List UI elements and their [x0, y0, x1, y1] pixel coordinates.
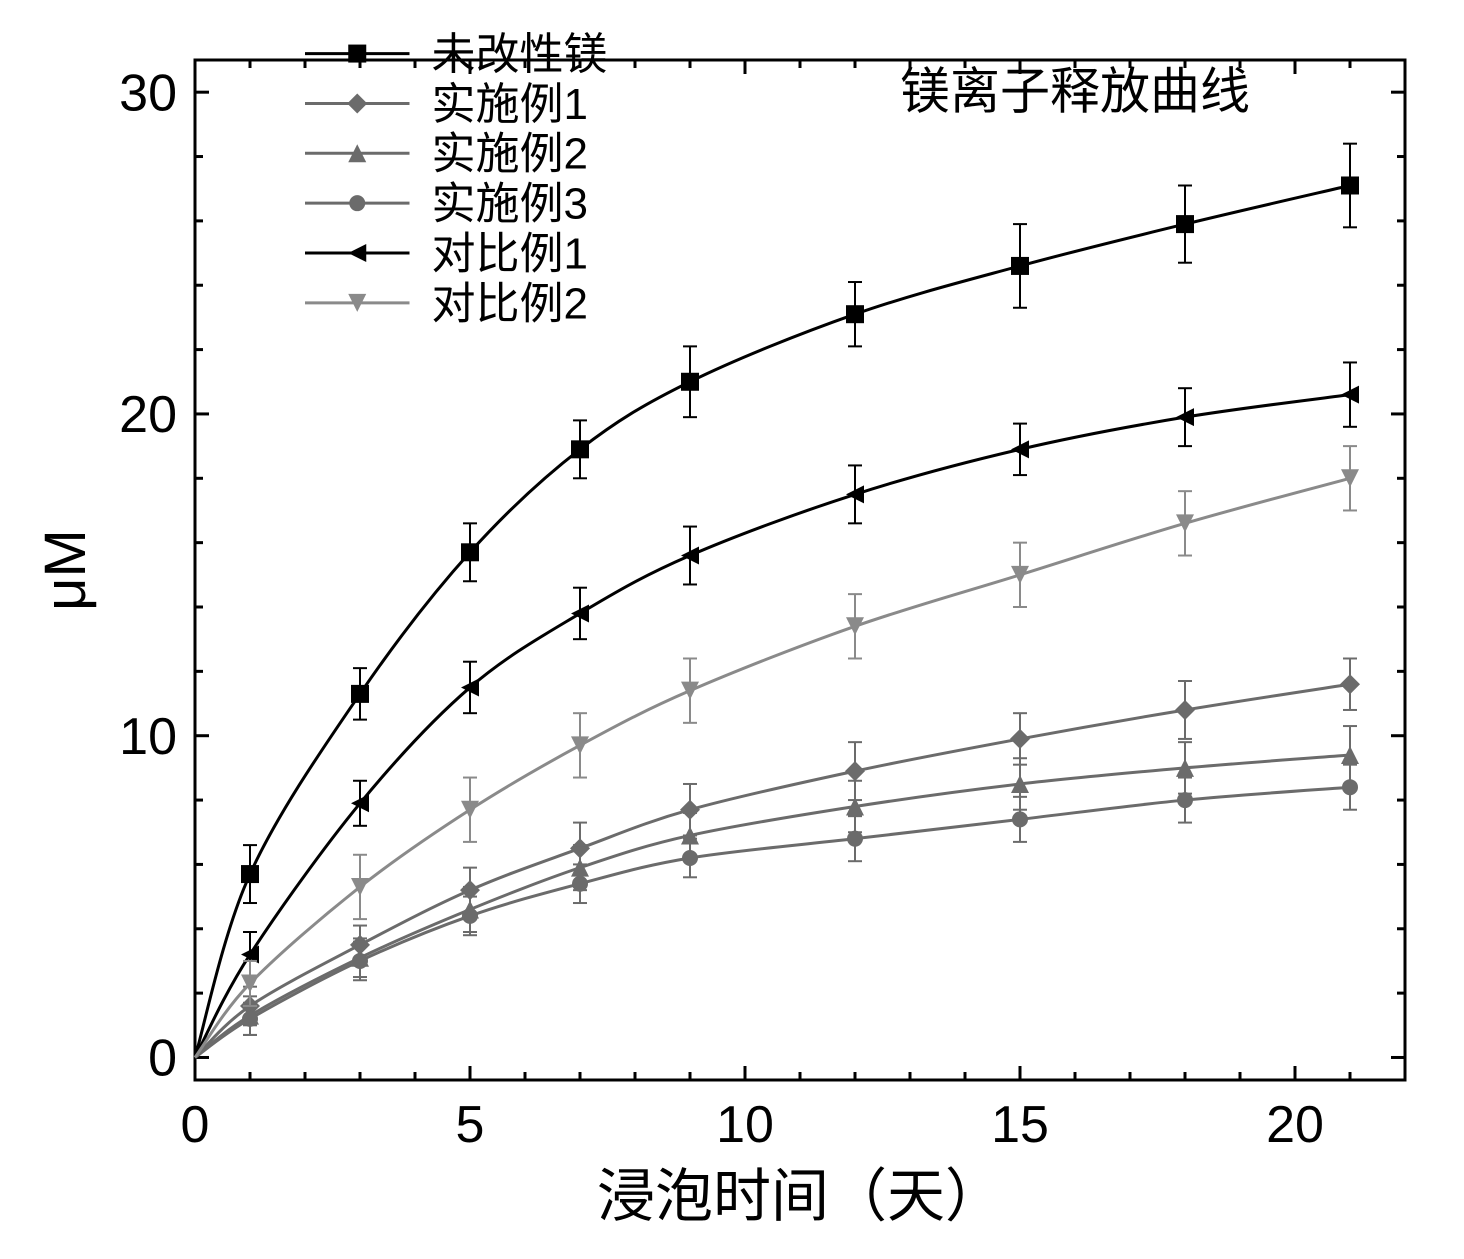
chart-title: 镁离子释放曲线 [900, 63, 1250, 119]
legend-label-3: 实施例3 [432, 180, 588, 229]
y-axis-label: μM [33, 529, 98, 611]
x-tick-label: 20 [1266, 1096, 1324, 1154]
legend-label-0: 未改性镁 [432, 30, 608, 79]
legend-label-2: 实施例2 [432, 130, 588, 179]
y-tick-label: 20 [119, 386, 177, 444]
x-tick-label: 5 [456, 1096, 485, 1154]
series-0 [195, 144, 1359, 1058]
plot-area [195, 144, 1360, 1058]
legend-label-1: 实施例1 [432, 80, 588, 129]
y-tick-label: 10 [119, 708, 177, 766]
x-axis-label: 浸泡时间（天） [597, 1164, 1003, 1229]
x-tick-label: 10 [716, 1096, 774, 1154]
y-tick-label: 0 [148, 1030, 177, 1088]
series-1 [195, 658, 1360, 1057]
legend: 未改性镁实施例1实施例2实施例3对比例1对比例2 [305, 30, 608, 328]
x-tick-label: 15 [991, 1096, 1049, 1154]
series-2 [195, 726, 1359, 1057]
legend-label-5: 对比例2 [432, 279, 588, 328]
series-3 [195, 765, 1358, 1058]
x-tick-label: 0 [181, 1096, 210, 1154]
y-tick-label: 30 [119, 64, 177, 122]
legend-label-4: 对比例1 [432, 229, 588, 278]
release-curve-chart: 05101520浸泡时间（天）0102030μM镁离子释放曲线未改性镁实施例1实… [0, 0, 1464, 1259]
